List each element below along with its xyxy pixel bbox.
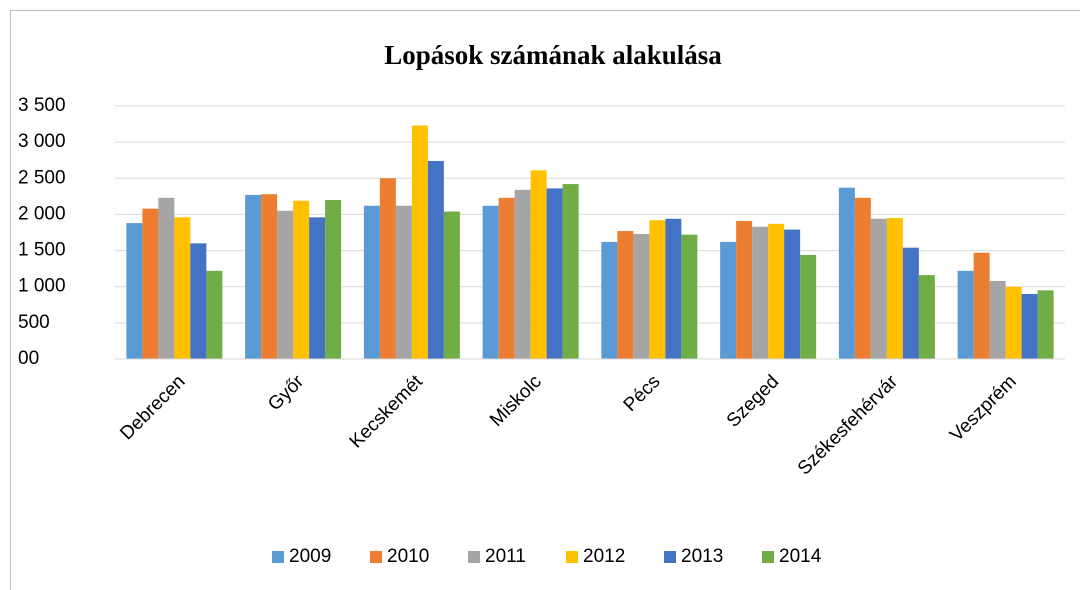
bar — [617, 231, 634, 359]
y-tick-label: 1 500 — [18, 240, 66, 261]
bar — [1005, 286, 1022, 359]
bar — [562, 184, 579, 359]
bar — [854, 197, 871, 359]
legend-swatch — [664, 551, 676, 563]
y-tick-label: 00 — [18, 348, 39, 369]
legend-label: 2014 — [779, 546, 822, 567]
bar — [379, 178, 396, 359]
bar — [784, 229, 801, 359]
y-tick-label: 3 000 — [18, 131, 66, 152]
legend-swatch — [272, 551, 284, 563]
legend-label: 2013 — [681, 546, 723, 567]
y-tick-label: 500 — [18, 312, 50, 333]
bar — [1021, 293, 1038, 359]
legend-label: 2012 — [583, 546, 625, 567]
bar — [633, 233, 650, 359]
bar — [498, 197, 515, 359]
legend-label: 2009 — [289, 546, 331, 567]
bar — [293, 200, 310, 359]
bar — [206, 270, 223, 359]
bar — [126, 223, 143, 359]
bar — [989, 280, 1006, 359]
bar — [665, 218, 682, 359]
bar — [736, 220, 753, 359]
bar — [902, 247, 919, 359]
bar — [363, 205, 380, 359]
legend-swatch — [762, 551, 774, 563]
bar — [752, 226, 769, 359]
legend-swatch — [370, 551, 382, 563]
y-tick-label: 3 500 — [18, 95, 66, 116]
bar — [325, 199, 342, 359]
y-tick-label: 2 500 — [18, 167, 66, 188]
bar — [546, 188, 563, 359]
bar — [838, 187, 855, 359]
bar — [530, 170, 547, 359]
bar — [918, 275, 935, 359]
bar — [514, 189, 531, 359]
bar — [720, 241, 737, 359]
bar — [649, 220, 666, 359]
bar — [142, 208, 159, 359]
bar — [601, 241, 618, 359]
bar — [174, 217, 191, 359]
bar — [277, 210, 294, 359]
y-tick-label: 2 000 — [18, 203, 66, 224]
bar — [309, 217, 326, 359]
legend-label: 2011 — [485, 546, 526, 567]
bar — [800, 254, 817, 359]
bar — [973, 252, 990, 359]
chart-title: Lopások számának alakulása — [384, 40, 722, 70]
bar — [957, 270, 974, 359]
bar — [411, 125, 428, 359]
bar — [427, 160, 444, 359]
bar — [158, 197, 175, 359]
bar — [870, 218, 887, 359]
bar — [681, 234, 698, 359]
bar — [245, 194, 262, 359]
bar — [395, 205, 412, 359]
bar — [190, 243, 207, 359]
bar — [886, 218, 903, 359]
legend-swatch — [468, 551, 480, 563]
bar — [768, 223, 785, 359]
legend-label: 2010 — [387, 546, 429, 567]
bar — [482, 205, 499, 359]
bar — [443, 211, 460, 359]
bar — [261, 194, 278, 359]
bar — [1037, 290, 1054, 359]
legend-swatch — [566, 551, 578, 563]
y-tick-label: 1 000 — [18, 276, 66, 297]
